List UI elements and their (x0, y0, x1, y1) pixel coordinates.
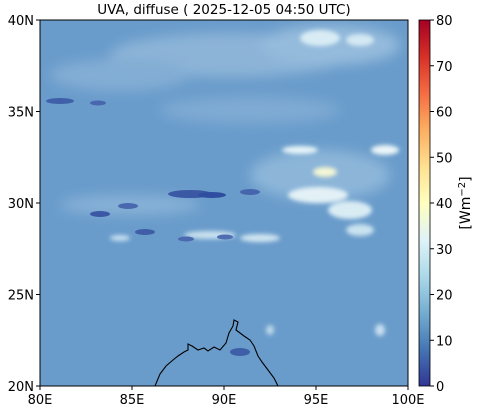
x-axis: 80E 85E 90E 95E 100E (28, 386, 425, 408)
colorbar-gradient (418, 19, 431, 387)
colorbar-tick-label: 50 (436, 151, 453, 166)
colorbar-ticks: 0 10 20 30 40 50 60 70 80 (430, 14, 453, 395)
colorbar-tick-label: 70 (436, 60, 453, 75)
colorbar-tick-label: 40 (436, 197, 453, 212)
x-tick-label: 85E (120, 393, 145, 408)
y-axis: 20N 25N 30N 35N 40N (8, 14, 40, 395)
colorbar-tick-label: 30 (436, 243, 453, 258)
y-tick-label: 35N (8, 106, 34, 121)
himalaya-low-band (46, 98, 260, 356)
colorbar-tick-label: 10 (436, 334, 453, 349)
colorbar-tick-label: 80 (436, 14, 453, 29)
map-title: UVA, diffuse ( 2025-12-05 04:50 UTC) (97, 2, 351, 18)
y-tick-label: 20N (8, 380, 34, 395)
cloud-haze (50, 25, 400, 215)
colorbar-tick-label: 60 (436, 106, 453, 121)
y-tick-label: 40N (8, 14, 34, 29)
x-tick-label: 100E (391, 393, 424, 408)
uva-field (40, 20, 408, 386)
coastline (154, 319, 279, 386)
colorbar-tick-label: 0 (436, 380, 444, 395)
x-tick-label: 90E (212, 393, 237, 408)
colorbar: 0 10 20 30 40 50 60 70 80 [Wm−2] (418, 14, 475, 395)
plateau-bright-patches (110, 30, 399, 336)
y-tick-label: 30N (8, 197, 34, 212)
y-tick-label: 25N (8, 289, 34, 304)
colorbar-tick-label: 20 (436, 289, 453, 304)
x-tick-label: 95E (304, 393, 329, 408)
x-tick-label: 80E (28, 393, 53, 408)
colorbar-label: [Wm−2] (457, 176, 475, 229)
